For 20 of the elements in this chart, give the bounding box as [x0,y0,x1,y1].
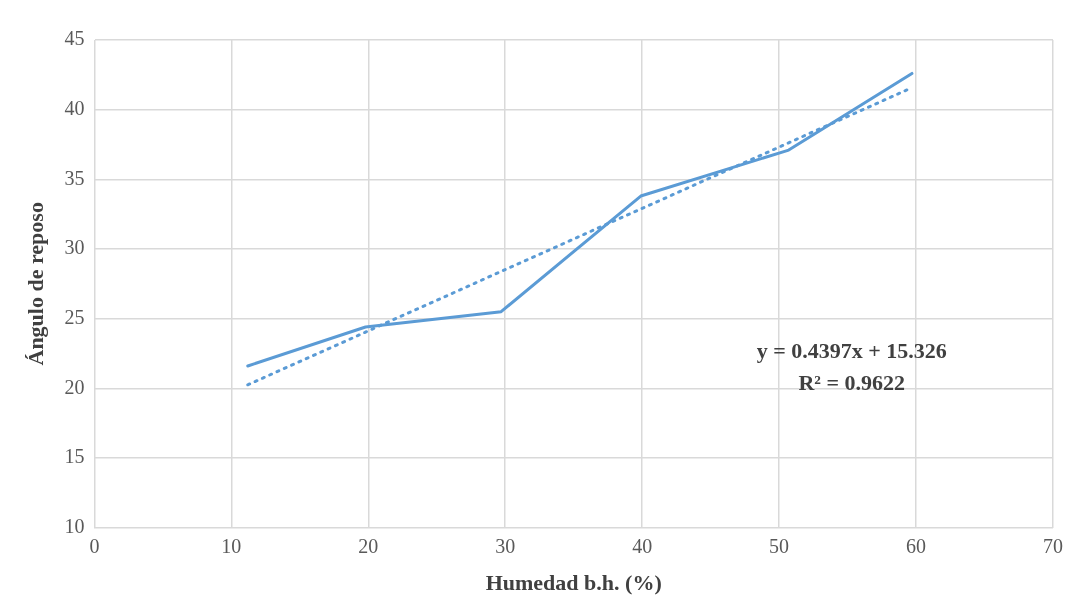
y-tick-label: 25 [64,305,85,328]
x-tick-label: 10 [221,534,242,557]
y-axis-title: Ángulo de reposo [22,202,48,366]
y-tick-label: 45 [64,27,85,50]
y-tick-label: 30 [64,236,85,259]
y-tick-label: 10 [64,514,85,537]
x-tick-label: 40 [632,534,653,557]
annotation: R² = 0.9622 [798,369,905,395]
x-tick-label: 0 [89,534,100,557]
x-axis-title: Humedad b.h. (%) [485,570,662,596]
y-tick-label: 35 [64,166,85,189]
y-tick-label: 20 [64,375,85,398]
y-tick-label: 15 [64,445,85,468]
x-tick-label: 20 [358,534,379,557]
x-tick-label: 60 [906,534,927,557]
annotation: y = 0.4397x + 15.326 [756,337,947,363]
x-tick-label: 50 [769,534,790,557]
y-tick-label: 40 [64,96,85,119]
x-tick-label: 70 [1043,534,1063,557]
x-tick-label: 30 [495,534,516,557]
